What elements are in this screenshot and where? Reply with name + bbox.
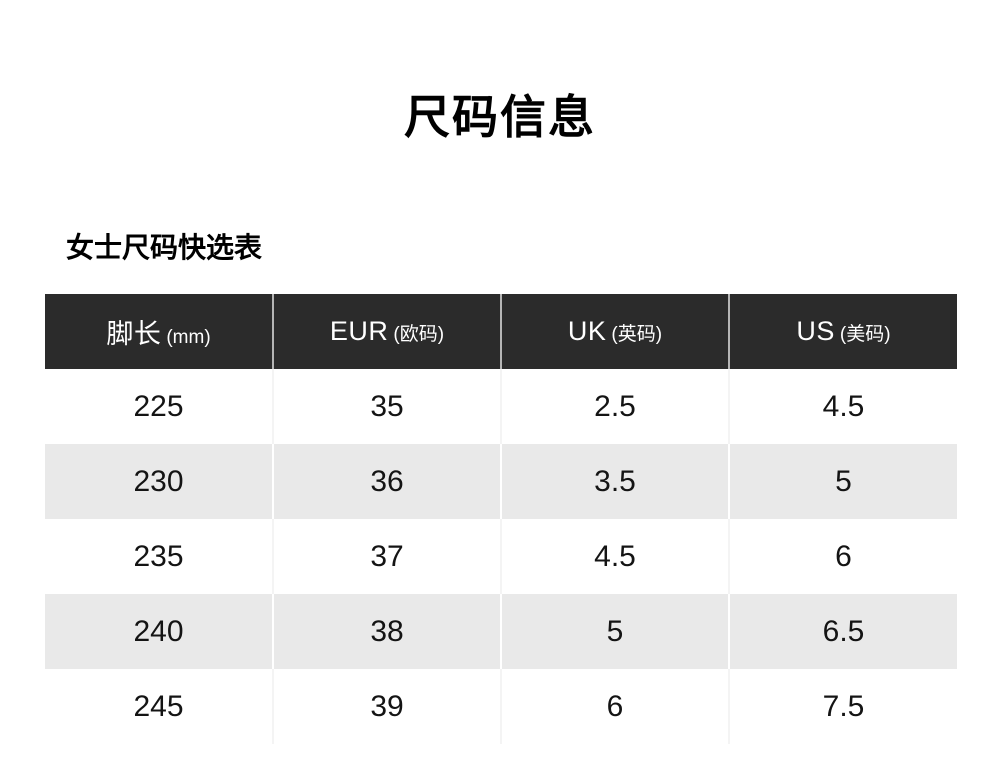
column-header-us-label: US — [796, 316, 835, 347]
size-info-page: 尺码信息 女士尺码快选表 脚长 (mm) EUR (欧码) UK (英码) US (美码… — [45, 91, 957, 745]
cell-foot-length: 240 — [45, 594, 273, 670]
cell-us: 4.5 — [728, 369, 957, 445]
cell-eur: 36 — [272, 444, 501, 520]
table-row: 245 39 6 7.5 — [45, 669, 957, 745]
column-header-us: US (美码) — [728, 294, 957, 370]
column-header-uk: UK (英码) — [500, 294, 729, 370]
cell-uk: 6 — [500, 669, 729, 745]
cell-foot-length: 235 — [45, 519, 273, 595]
table-row: 235 37 4.5 6 — [45, 519, 957, 595]
cell-foot-length: 230 — [45, 444, 273, 520]
section-title: 女士尺码快选表 — [66, 231, 263, 263]
cell-uk: 5 — [500, 594, 729, 670]
table-row: 230 36 3.5 5 — [45, 444, 957, 520]
column-header-uk-label: UK — [567, 316, 607, 347]
table-row: 240 38 5 6.5 — [45, 594, 957, 670]
column-header-foot-length: 脚长 (mm) — [45, 294, 273, 370]
cell-foot-length: 225 — [45, 369, 273, 445]
cell-uk: 4.5 — [500, 519, 729, 595]
table-header-row: 脚长 (mm) EUR (欧码) UK (英码) US (美码) — [45, 294, 957, 370]
cell-us: 5 — [728, 444, 957, 520]
cell-eur: 38 — [272, 594, 501, 670]
page-title: 尺码信息 — [404, 91, 596, 143]
cell-foot-length: 245 — [45, 669, 273, 745]
cell-eur: 37 — [272, 519, 501, 595]
column-header-foot-length-label: 脚长 — [106, 319, 162, 350]
column-header-eur-label: EUR — [329, 316, 389, 347]
cell-us: 6 — [728, 519, 957, 595]
cell-eur: 35 — [272, 369, 501, 445]
column-header-eur: EUR (欧码) — [272, 294, 501, 370]
column-header-uk-unit: (英码) — [611, 324, 663, 346]
column-header-eur-unit: (欧码) — [393, 324, 445, 346]
size-table: 脚长 (mm) EUR (欧码) UK (英码) US (美码) 225 35 2.5 … — [45, 294, 957, 745]
cell-us: 7.5 — [728, 669, 957, 745]
column-header-foot-length-unit: (mm) — [166, 327, 211, 349]
cell-eur: 39 — [272, 669, 501, 745]
cell-uk: 3.5 — [500, 444, 729, 520]
cell-uk: 2.5 — [500, 369, 729, 445]
column-header-us-unit: (美码) — [839, 324, 891, 346]
cell-us: 6.5 — [728, 594, 957, 670]
table-row: 225 35 2.5 4.5 — [45, 369, 957, 445]
